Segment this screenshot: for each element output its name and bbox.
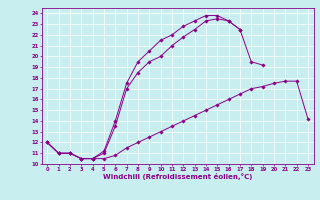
X-axis label: Windchill (Refroidissement éolien,°C): Windchill (Refroidissement éolien,°C) xyxy=(103,173,252,180)
